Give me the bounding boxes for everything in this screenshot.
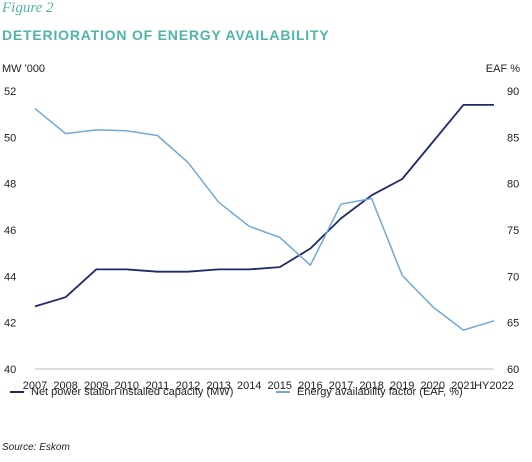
y-right-tick-label: 70 — [507, 271, 519, 283]
y-right-tick-label: 85 — [507, 132, 519, 144]
legend-swatch-capacity — [10, 391, 24, 393]
legend-label-capacity: Net power station installed capacity (MW… — [31, 386, 234, 398]
y-right-tick-label: 65 — [507, 318, 519, 330]
figure-label: Figure 2 — [2, 0, 54, 16]
series-line-capacity — [34, 104, 494, 308]
x-tick-label: 2010 — [115, 380, 139, 392]
y-left-tick-label: 52 — [4, 86, 16, 98]
x-tick-label: 2018 — [359, 380, 383, 392]
y-left-tick-label: 50 — [4, 132, 16, 144]
x-tick-label: 2009 — [84, 380, 108, 392]
legend-item-capacity: Net power station installed capacity (MW… — [10, 386, 233, 398]
x-tick-label: HY2022 — [474, 380, 514, 392]
y-right-tick-label: 80 — [507, 179, 519, 191]
x-tick-label: 2012 — [176, 380, 200, 392]
y-right-tick-label: 75 — [507, 225, 519, 237]
x-tick-label: 2017 — [329, 380, 353, 392]
y-left-tick-label: 44 — [4, 271, 16, 283]
left-axis-unit: MW '000 — [2, 63, 46, 75]
x-tick-label: 2020 — [421, 380, 445, 392]
y-left-tick-label: 42 — [4, 318, 16, 330]
source-note: Source: Eskom — [2, 442, 70, 453]
y-right-tick-label: 60 — [507, 364, 519, 376]
x-tick-label: 2011 — [146, 380, 170, 392]
y-left-tick-label: 46 — [4, 225, 16, 237]
x-tick-label: 2016 — [298, 380, 322, 392]
legend-swatch-eaf — [276, 391, 290, 393]
x-tick-label: 2019 — [390, 380, 414, 392]
chart-axes: 40 42 44 46 48 50 52 60 65 70 75 80 85 90 2007 2008 2009… — [4, 86, 519, 392]
series-line-eaf — [34, 108, 495, 331]
x-tick-label: 2014 — [237, 380, 261, 392]
x-tick-label: 2015 — [268, 380, 292, 392]
x-tick-label: 2013 — [206, 380, 230, 392]
x-tick-label: 2007 — [23, 380, 47, 392]
chart-title: DETERIORATION OF ENERGY AVAILABILITY — [2, 27, 330, 43]
y-left-tick-label: 40 — [4, 364, 16, 376]
x-tick-label: 2021 — [451, 380, 475, 392]
y-right-tick-label: 90 — [507, 86, 519, 98]
chart-series — [34, 104, 495, 331]
legend-label-eaf: Energy availability factor (EAF, %) — [297, 386, 463, 398]
right-axis-unit: EAF % — [485, 63, 520, 75]
y-left-tick-label: 48 — [4, 179, 16, 191]
legend-item-eaf: Energy availability factor (EAF, %) — [276, 386, 463, 398]
x-tick-label: 2008 — [53, 380, 77, 392]
